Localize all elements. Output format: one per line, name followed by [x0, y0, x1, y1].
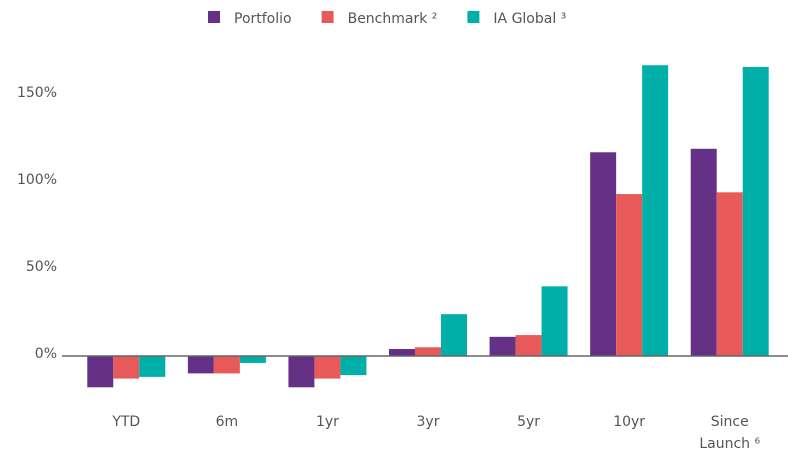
x-tick-label: 1yr — [315, 414, 339, 430]
bar — [742, 66, 769, 356]
bar — [139, 355, 166, 377]
bar — [415, 347, 441, 356]
bar — [187, 355, 214, 374]
bar — [340, 355, 367, 376]
legend-label: IA Global ³ — [493, 11, 566, 27]
bar — [642, 65, 669, 356]
bar — [590, 152, 617, 356]
x-tick-label: Since Launch ⁶ — [699, 414, 761, 452]
x-tick-label: 10yr — [613, 414, 646, 430]
y-tick-label: 50% — [26, 259, 57, 275]
bar — [87, 355, 114, 388]
legend-swatch — [467, 11, 480, 23]
bar — [616, 194, 643, 356]
y-tick-label: 150% — [17, 85, 57, 101]
legend-swatch — [321, 11, 334, 23]
x-tick-label: 5yr — [517, 414, 541, 430]
bar — [239, 355, 266, 363]
legend-swatch — [208, 11, 220, 23]
x-tick-label: YTD — [112, 414, 141, 430]
bar — [113, 355, 140, 379]
legend-label: Benchmark ² — [348, 11, 438, 27]
bar — [389, 349, 415, 356]
y-tick-label: 0% — [35, 346, 57, 362]
bar — [489, 336, 516, 356]
bar — [288, 355, 315, 388]
x-tick-label: 6m — [215, 414, 239, 430]
bar — [716, 192, 743, 356]
bar — [515, 335, 542, 356]
y-tick-label: 100% — [17, 172, 57, 188]
bar — [314, 355, 341, 379]
bar — [690, 148, 717, 356]
bar — [213, 355, 240, 374]
bar — [541, 286, 568, 356]
x-tick-label: 3yr — [416, 414, 440, 430]
bar — [441, 314, 467, 356]
legend-label: Portfolio — [234, 11, 292, 27]
